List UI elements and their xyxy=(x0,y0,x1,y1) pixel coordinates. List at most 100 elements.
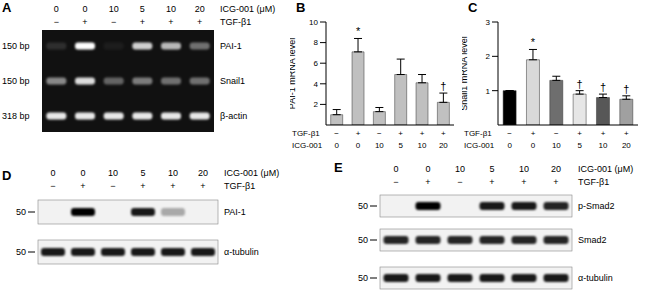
svg-text:+: + xyxy=(80,181,85,191)
svg-text:+: + xyxy=(200,181,205,191)
svg-text:*: * xyxy=(356,25,361,37)
svg-text:150 bp: 150 bp xyxy=(8,41,30,51)
svg-text:†: † xyxy=(440,80,446,92)
svg-text:α-tubulin: α-tubulin xyxy=(224,247,259,257)
svg-text:β-actin: β-actin xyxy=(220,111,247,121)
svg-text:+: + xyxy=(577,129,582,138)
svg-text:−: − xyxy=(507,129,512,138)
svg-text:+: + xyxy=(420,129,425,138)
svg-text:5: 5 xyxy=(489,164,494,174)
svg-text:D: D xyxy=(8,168,11,183)
svg-text:20: 20 xyxy=(198,168,208,178)
svg-text:+: + xyxy=(553,177,558,187)
svg-text:+: + xyxy=(170,181,175,191)
svg-text:PAI-1: PAI-1 xyxy=(224,207,246,217)
svg-text:TGF-β1: TGF-β1 xyxy=(220,17,251,27)
svg-text:+: + xyxy=(398,129,403,138)
svg-text:50: 50 xyxy=(358,273,368,283)
svg-text:p-Smad2: p-Smad2 xyxy=(578,201,615,211)
svg-text:A: A xyxy=(8,0,12,15)
svg-text:TGF-β1: TGF-β1 xyxy=(292,129,320,138)
svg-text:+: + xyxy=(624,129,629,138)
svg-text:−: − xyxy=(377,129,382,138)
svg-text:+: + xyxy=(140,181,145,191)
svg-text:2: 2 xyxy=(314,100,319,109)
svg-text:TGF-β1: TGF-β1 xyxy=(464,129,492,138)
svg-text:+: + xyxy=(356,129,361,138)
svg-text:+: + xyxy=(140,17,145,27)
svg-text:−: − xyxy=(554,129,559,138)
svg-text:4: 4 xyxy=(314,80,319,89)
svg-text:0: 0 xyxy=(507,141,512,150)
svg-text:10: 10 xyxy=(599,141,608,150)
svg-text:50: 50 xyxy=(358,201,368,211)
svg-text:0: 0 xyxy=(54,4,59,14)
svg-text:Snail1: Snail1 xyxy=(220,76,245,86)
svg-text:ICG-001 (μM): ICG-001 (μM) xyxy=(578,164,633,174)
svg-text:5: 5 xyxy=(577,141,582,150)
svg-text:†: † xyxy=(577,78,583,90)
svg-text:−: − xyxy=(110,181,115,191)
svg-text:6: 6 xyxy=(314,59,319,68)
svg-text:0: 0 xyxy=(356,141,361,150)
svg-text:TGF-β1: TGF-β1 xyxy=(578,177,609,187)
svg-text:−: − xyxy=(50,181,55,191)
svg-text:E: E xyxy=(334,160,343,175)
svg-text:−: − xyxy=(457,177,462,187)
svg-text:2: 2 xyxy=(486,52,491,61)
svg-text:ICG-001 (μM): ICG-001 (μM) xyxy=(220,4,275,14)
svg-text:20: 20 xyxy=(622,141,631,150)
svg-text:0: 0 xyxy=(334,141,339,150)
svg-text:ICG-001: ICG-001 xyxy=(464,141,495,150)
svg-text:0: 0 xyxy=(531,141,536,150)
svg-text:50: 50 xyxy=(358,235,368,245)
svg-text:TGF-β1: TGF-β1 xyxy=(224,181,255,191)
svg-text:10: 10 xyxy=(166,4,176,14)
svg-text:0: 0 xyxy=(393,164,398,174)
svg-text:+: + xyxy=(489,177,494,187)
svg-text:ICG-001: ICG-001 xyxy=(292,141,323,150)
svg-text:PAI-1 mRNA level: PAI-1 mRNA level xyxy=(290,38,297,109)
svg-text:20: 20 xyxy=(551,164,561,174)
svg-text:−: − xyxy=(54,17,59,27)
svg-text:*: * xyxy=(531,36,536,48)
svg-text:8: 8 xyxy=(314,38,319,47)
svg-text:20: 20 xyxy=(195,4,205,14)
svg-text:+: + xyxy=(441,129,446,138)
svg-text:318 bp: 318 bp xyxy=(8,111,30,121)
svg-text:−: − xyxy=(111,17,116,27)
svg-text:0: 0 xyxy=(80,168,85,178)
svg-text:10: 10 xyxy=(519,164,529,174)
svg-text:+: + xyxy=(197,17,202,27)
svg-text:B: B xyxy=(296,0,305,15)
svg-text:50: 50 xyxy=(16,247,26,257)
svg-text:Smad2: Smad2 xyxy=(578,235,607,245)
svg-text:+: + xyxy=(521,177,526,187)
svg-text:20: 20 xyxy=(439,141,448,150)
svg-text:α-tubulin: α-tubulin xyxy=(578,273,613,283)
svg-text:+: + xyxy=(168,17,173,27)
svg-text:5: 5 xyxy=(140,4,145,14)
svg-text:150 bp: 150 bp xyxy=(8,76,30,86)
svg-text:10: 10 xyxy=(108,168,118,178)
svg-text:0: 0 xyxy=(50,168,55,178)
svg-text:PAI-1: PAI-1 xyxy=(220,41,242,51)
svg-text:†: † xyxy=(623,83,629,95)
svg-text:0: 0 xyxy=(82,4,87,14)
svg-text:Snail1 mRNA level: Snail1 mRNA level xyxy=(462,36,469,111)
svg-text:C: C xyxy=(468,0,478,15)
svg-text:+: + xyxy=(425,177,430,187)
svg-text:10: 10 xyxy=(375,141,384,150)
svg-text:10: 10 xyxy=(455,164,465,174)
svg-text:5: 5 xyxy=(140,168,145,178)
svg-text:−: − xyxy=(334,129,339,138)
svg-text:3: 3 xyxy=(486,18,491,27)
svg-text:10: 10 xyxy=(418,141,427,150)
svg-text:+: + xyxy=(601,129,606,138)
svg-text:+: + xyxy=(531,129,536,138)
svg-text:†: † xyxy=(600,81,606,93)
svg-text:0: 0 xyxy=(425,164,430,174)
svg-text:10: 10 xyxy=(168,168,178,178)
svg-text:5: 5 xyxy=(398,141,403,150)
svg-text:−: − xyxy=(393,177,398,187)
